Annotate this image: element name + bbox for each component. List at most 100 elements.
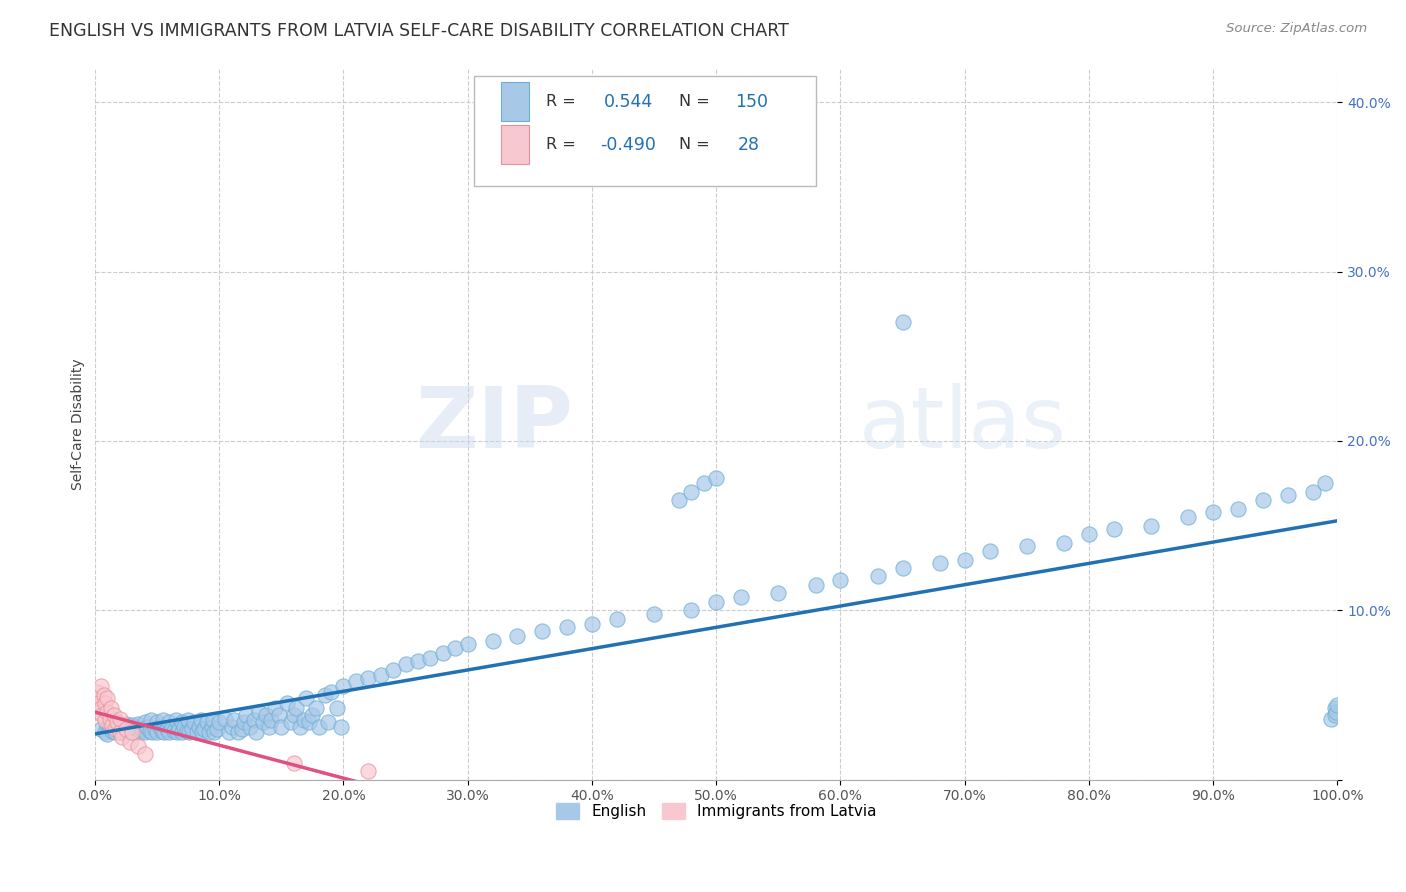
Point (370, 667, 392, 681)
Point (1302, 484, 1324, 499)
Point (283, 756, 305, 770)
Text: R =: R = (546, 94, 575, 109)
Point (1015, 539, 1038, 553)
Point (233, 714, 256, 729)
Point (191, 725, 214, 739)
Point (681, 603, 703, 617)
Point (704, 471, 727, 485)
FancyBboxPatch shape (474, 76, 815, 186)
Point (506, 629, 529, 643)
Point (103, 716, 125, 731)
Point (90, 680, 112, 694)
Point (121, 718, 143, 732)
Point (239, 720, 262, 734)
Point (668, 493, 690, 508)
Point (91, 708, 114, 723)
Point (928, 556, 950, 570)
Point (134, 714, 156, 729)
Point (141, 725, 163, 739)
Point (114, 723, 136, 738)
Point (165, 714, 187, 728)
Point (94, 714, 117, 728)
Point (96, 727, 118, 741)
Point (804, 578, 827, 592)
Point (195, 714, 218, 729)
Point (94, 697, 117, 711)
Point (1323, 701, 1346, 715)
Point (332, 680, 354, 694)
Point (115, 716, 138, 731)
Point (108, 718, 131, 732)
Point (128, 725, 150, 739)
Point (1077, 527, 1099, 541)
Point (86, 684, 108, 698)
Y-axis label: Self-Care Disability: Self-Care Disability (72, 359, 86, 490)
Point (111, 720, 134, 734)
Point (111, 731, 134, 745)
Point (292, 714, 315, 728)
Point (127, 723, 149, 738)
Point (1140, 518, 1163, 533)
Point (1053, 535, 1076, 549)
Text: atlas: atlas (859, 383, 1067, 466)
Point (1202, 505, 1225, 519)
Text: ENGLISH VS IMMIGRANTS FROM LATVIA SELF-CARE DISABILITY CORRELATION CHART: ENGLISH VS IMMIGRANTS FROM LATVIA SELF-C… (49, 22, 789, 40)
Point (180, 722, 202, 736)
Point (344, 674, 367, 689)
Text: -0.490: -0.490 (600, 136, 657, 153)
Point (101, 723, 124, 738)
Point (136, 720, 159, 734)
Point (159, 714, 181, 729)
Point (170, 725, 193, 739)
Point (953, 552, 976, 566)
Point (1326, 698, 1348, 712)
Point (121, 725, 143, 739)
Point (96, 691, 118, 706)
Point (127, 716, 149, 731)
Point (406, 654, 429, 668)
Point (166, 725, 188, 739)
Point (118, 722, 141, 736)
Point (730, 590, 752, 604)
Point (163, 723, 186, 738)
Point (90, 701, 112, 715)
Point (305, 701, 328, 715)
Point (830, 573, 852, 587)
Point (1313, 476, 1336, 491)
Point (104, 725, 127, 739)
Point (101, 718, 124, 732)
Point (267, 708, 290, 723)
Point (152, 714, 174, 728)
Point (218, 725, 240, 739)
Point (94, 725, 117, 739)
Point (555, 620, 578, 634)
Point (190, 714, 212, 728)
Point (222, 714, 245, 728)
Point (124, 720, 146, 734)
Point (138, 723, 160, 738)
Point (134, 747, 156, 762)
Point (295, 691, 318, 706)
Point (103, 708, 125, 723)
Point (84, 691, 107, 706)
Point (891, 561, 914, 575)
Point (146, 725, 169, 739)
Point (156, 722, 179, 736)
Point (177, 714, 200, 728)
Point (254, 708, 277, 723)
Point (432, 646, 454, 660)
Point (186, 725, 208, 739)
Point (243, 714, 266, 728)
Point (419, 650, 441, 665)
Text: 150: 150 (735, 93, 768, 111)
Point (314, 688, 336, 702)
Point (170, 714, 193, 729)
Point (394, 657, 416, 672)
Text: 28: 28 (737, 136, 759, 153)
Point (221, 720, 243, 734)
Point (131, 722, 153, 736)
Point (357, 671, 380, 685)
Text: R =: R = (546, 137, 575, 153)
Point (98, 712, 121, 726)
Point (115, 722, 138, 736)
